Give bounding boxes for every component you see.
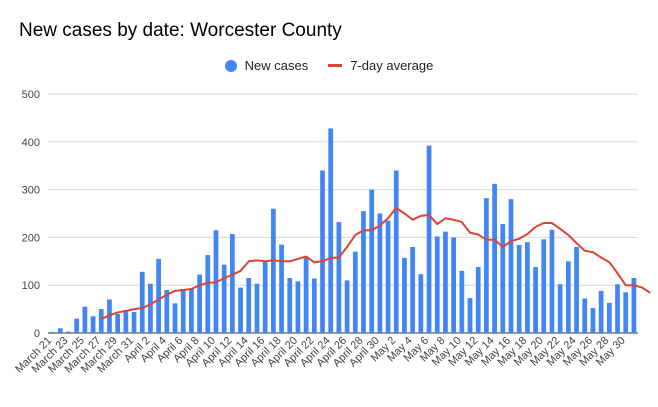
bar [328,128,334,333]
bar [246,278,252,333]
series-line-7-day-average [100,206,651,321]
legend-item-new-cases: New cases [224,58,309,73]
bar [320,170,325,333]
bar [115,313,121,333]
bar [66,331,71,333]
bar [189,289,194,333]
y-tick-label: 300 [22,185,40,197]
legend-swatch-7-day-average [328,64,343,67]
bar [311,278,317,333]
bar [369,189,375,333]
bar [344,280,350,333]
bar [508,199,514,333]
bar [131,311,137,333]
bar [254,283,260,333]
bar [238,287,243,333]
bar [270,208,276,333]
bar [590,308,596,333]
bar [352,251,358,333]
bar [287,278,293,333]
bar [598,290,604,333]
bar [492,183,497,333]
legend-label-new-cases: New cases [244,58,309,73]
bar [606,302,612,333]
bar [475,267,481,333]
bar [410,246,416,333]
bar [582,298,588,333]
bar [451,237,457,333]
bar [98,309,104,333]
bar [156,258,162,333]
bar [336,222,342,333]
bar [524,242,530,333]
bar [262,261,268,333]
y-tick-label: 100 [22,280,40,292]
bar [148,283,153,333]
y-tick-label: 400 [22,137,40,149]
bar [402,257,407,333]
bar [377,213,383,333]
bar [90,316,96,333]
bar [139,271,145,333]
legend-swatch-new-cases [224,59,237,72]
bar [459,270,465,333]
bar [295,281,301,333]
bar [574,246,579,333]
bar [205,255,211,333]
bar [549,229,555,333]
bar [533,267,538,333]
bar [565,261,571,333]
bar [631,278,637,333]
bar [623,292,629,333]
bar [557,284,563,333]
legend-label-7-day-average: 7-day average [350,58,434,73]
bar [361,211,366,333]
bar [82,306,88,333]
bar [49,332,55,333]
bar [500,224,506,333]
bar [615,284,620,333]
bar [279,244,284,333]
bar [541,239,547,333]
bar [229,234,235,333]
y-tick-label: 200 [22,232,40,244]
bar [172,303,178,333]
bar [443,231,448,333]
legend-item-7-day-average: 7-day average [328,58,433,73]
chart-title: New cases by date: Worcester County [19,20,342,41]
bar [164,289,170,333]
bar [385,220,391,333]
bar [516,245,522,333]
bar [74,318,80,333]
y-tick-label: 0 [34,328,40,340]
bar [303,256,309,333]
bar [418,274,424,333]
bar [180,289,186,333]
bar [197,274,202,333]
y-tick-label: 500 [22,89,40,101]
bar [426,145,432,333]
bar [123,310,129,333]
legend: New cases 7-day average [0,58,658,73]
bar [57,328,63,333]
bar [467,298,473,333]
bar [221,264,227,333]
bar [484,198,489,333]
bar [434,236,440,333]
bar [393,170,399,333]
